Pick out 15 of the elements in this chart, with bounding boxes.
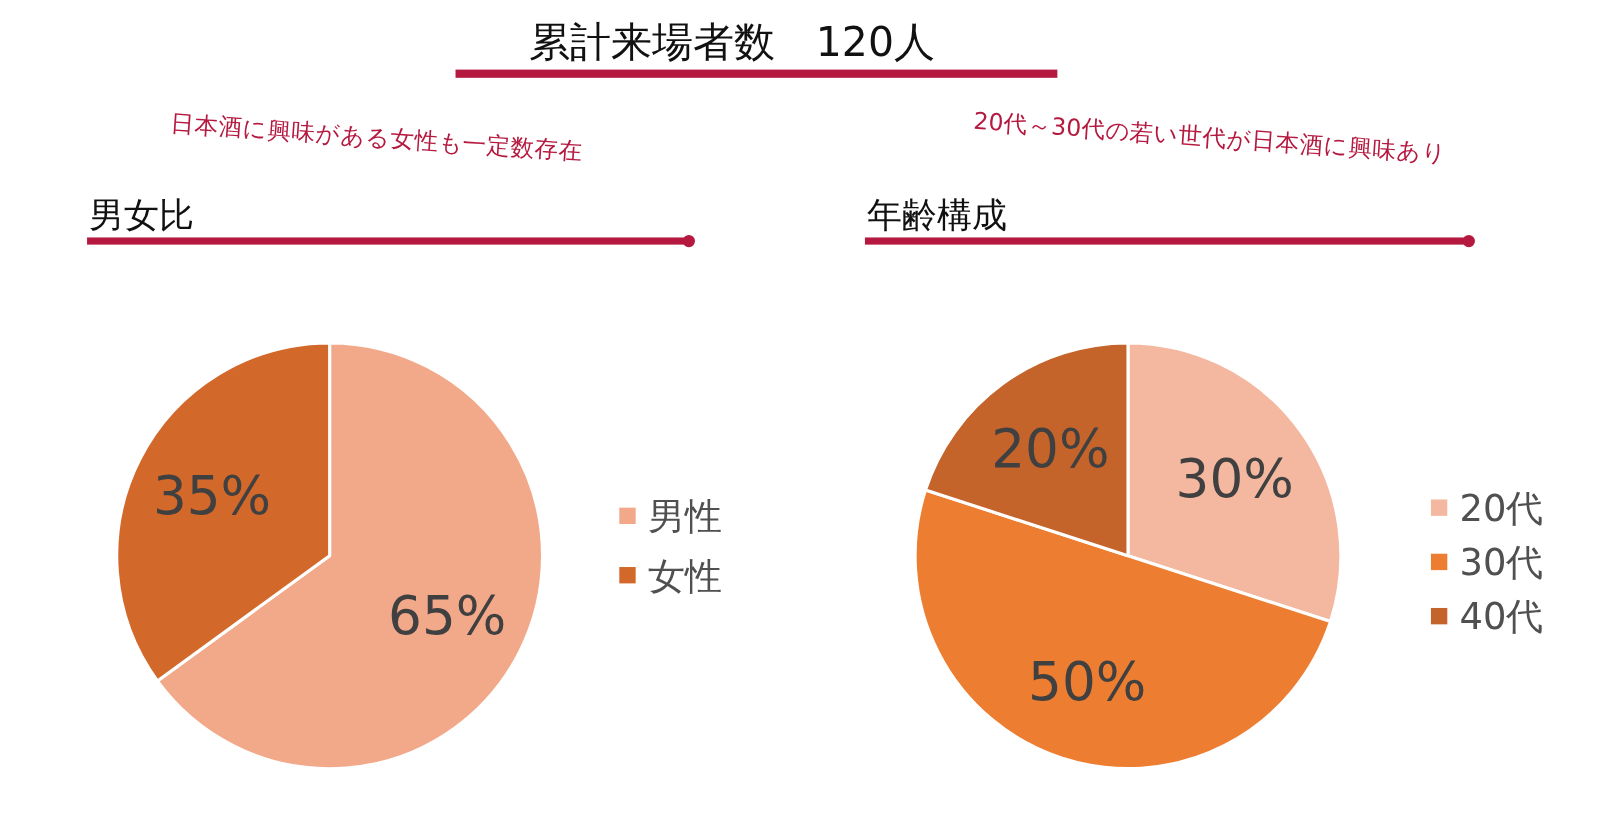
text: 日本酒に興味がある女性も一定数存在 — [169, 108, 584, 166]
data-label: 50% — [1028, 650, 1147, 713]
legend-label: 40代 — [1459, 595, 1544, 639]
legend-label: 男性 — [647, 495, 722, 539]
data-label: 35% — [152, 465, 272, 528]
data-label: 30% — [1175, 447, 1294, 510]
data-label: 65% — [388, 585, 507, 648]
legend-label: 20代 — [1459, 486, 1544, 530]
text: 20代～30代の若い世代が日本酒に興味あり — [972, 106, 1448, 168]
legend-label: 30代 — [1459, 541, 1544, 585]
chart-title: 年齢構成 — [866, 195, 1007, 236]
data-label: 20% — [991, 418, 1110, 481]
legend-label: 女性 — [647, 554, 722, 598]
text: 累計来場者数 120人 — [528, 18, 935, 67]
chart-title: 男女比 — [89, 195, 195, 236]
